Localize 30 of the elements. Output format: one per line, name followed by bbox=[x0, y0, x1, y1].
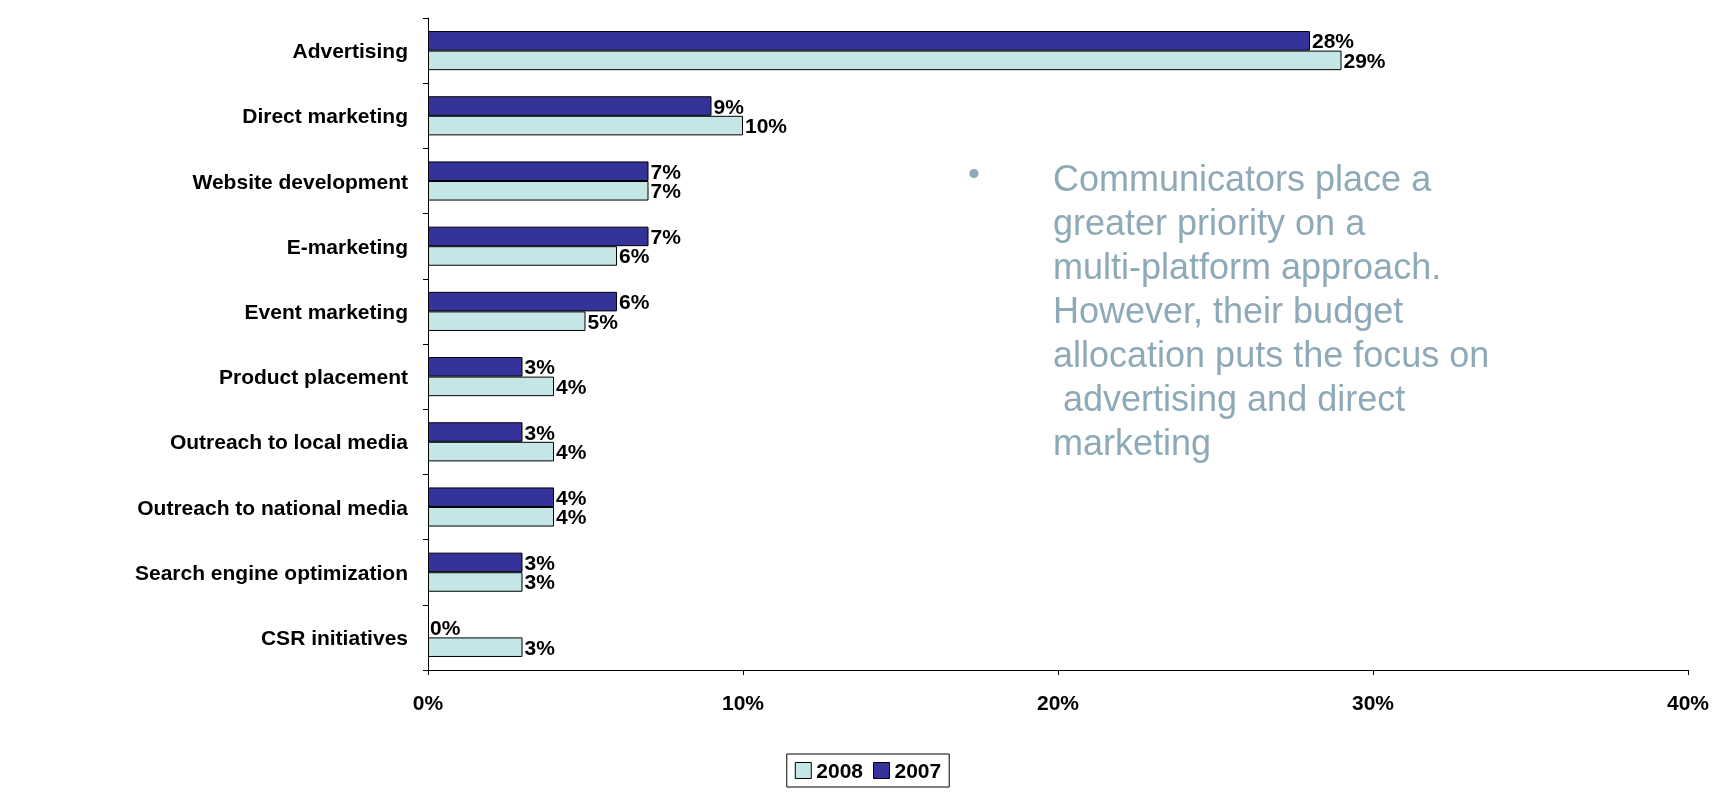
x-tick-label: 40% bbox=[1666, 691, 1710, 714]
data-label: 7% bbox=[650, 224, 682, 248]
data-label: 3% bbox=[524, 635, 556, 659]
y-tick-label: Search engine optimization bbox=[134, 560, 408, 584]
y-tick-label: Advertising bbox=[292, 39, 408, 63]
y-tick-label: Outreach to national media bbox=[137, 495, 409, 519]
data-label: 0% bbox=[430, 616, 461, 640]
y-tick-label: CSR initiatives bbox=[260, 625, 408, 649]
y-tick-label: Direct marketing bbox=[242, 104, 408, 128]
data-label: 9% bbox=[713, 94, 745, 118]
data-label: 3% bbox=[524, 420, 556, 444]
y-tick-label: Website development bbox=[192, 169, 408, 193]
y-tick-label: Outreach to local media bbox=[169, 430, 409, 454]
data-label: 3% bbox=[524, 355, 556, 379]
x-tick-label: 20% bbox=[1036, 691, 1080, 714]
text: • Communicators place a greater priority on a multi-platform approach. However, their budget allocation puts the focus on advertising and direct marketing bbox=[968, 154, 1490, 463]
x-tick-label: 10% bbox=[721, 691, 765, 714]
data-label: 6% bbox=[619, 244, 650, 268]
legend-label: 2007 bbox=[894, 759, 942, 782]
y-tick-label: E-marketing bbox=[286, 234, 408, 258]
y-tick-label: Product placement bbox=[218, 365, 408, 389]
x-tick-label: 30% bbox=[1351, 691, 1395, 714]
data-label: 5% bbox=[587, 309, 619, 333]
legend-label: 2008 bbox=[816, 759, 864, 782]
data-label: 6% bbox=[619, 290, 650, 314]
data-label: 4% bbox=[556, 440, 587, 464]
data-label: 10% bbox=[745, 114, 788, 138]
x-tick-label: 0% bbox=[412, 691, 444, 714]
data-label: 4% bbox=[556, 374, 587, 398]
y-tick-label: Event marketing bbox=[244, 299, 408, 323]
